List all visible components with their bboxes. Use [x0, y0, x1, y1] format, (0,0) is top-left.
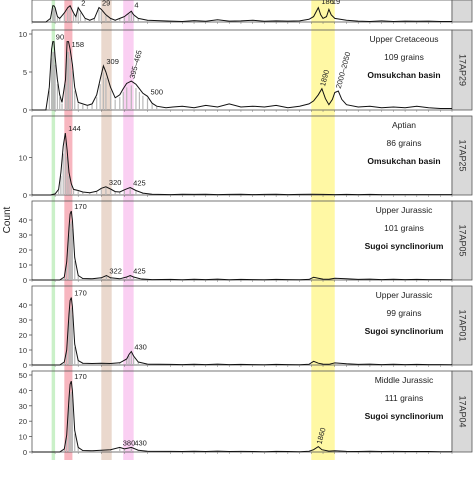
sample-id: 17AP01 — [458, 309, 468, 341]
y-tick-label: 40 — [19, 301, 27, 310]
peak-label: 500 — [151, 87, 164, 96]
grains-label: 109 grains — [384, 52, 424, 62]
sample-id: 17AP04 — [458, 395, 468, 427]
y-tick-label: 5 — [23, 68, 27, 77]
y-tick-label: 20 — [19, 331, 27, 340]
peak-label: 320 — [109, 178, 122, 187]
grains-label: 111 grains — [385, 393, 423, 403]
y-tick-label: 0 — [23, 276, 27, 285]
grains-label: 86 grains — [387, 138, 422, 148]
locality-label: Sugoi synclinorium — [365, 411, 444, 421]
y-tick-label: 0 — [23, 448, 27, 457]
peak-label: 2 — [81, 0, 85, 8]
peak-label: 380 — [123, 438, 136, 447]
pink-band — [123, 0, 134, 460]
y-tick-label: 10 — [19, 154, 27, 163]
peak-label: 425 — [133, 267, 146, 276]
age-label: Upper Jurassic — [376, 205, 433, 215]
y-tick-label: 20 — [19, 246, 27, 255]
peak-label: 1860 — [315, 427, 328, 445]
peak-label: 430 — [134, 343, 147, 352]
locality-label: Sugoi synclinorium — [365, 326, 444, 336]
density-curve — [32, 41, 452, 111]
peak-label: 1890 — [318, 69, 331, 87]
tan-band — [101, 0, 112, 460]
y-tick-label: 30 — [19, 316, 27, 325]
density-curve — [32, 133, 452, 196]
peak-label: 170 — [74, 202, 87, 211]
locality-label: Sugoi synclinorium — [365, 241, 444, 251]
y-tick-label: 50 — [19, 371, 27, 380]
peak-label: 430 — [134, 438, 147, 447]
peak-label: 4 — [134, 0, 138, 9]
peak-label: 309 — [106, 57, 119, 66]
age-label: Upper Jurassic — [376, 290, 433, 300]
peak-label: 322 — [109, 267, 122, 276]
y-tick-label: 0 — [23, 361, 27, 370]
sample-strip — [451, 29, 473, 111]
y-tick-label: 10 — [19, 346, 27, 355]
panel-17AP04: 17AP04 0 10 20 30 40 50 170 380 430 1860 Middle Jur… — [19, 370, 473, 457]
y-tick-label: 40 — [19, 216, 27, 225]
peak-label: 2000–2050 — [334, 51, 352, 90]
peak-label: 19 — [332, 0, 340, 6]
y-tick-label: 30 — [19, 231, 27, 240]
y-tick-label: 10 — [19, 30, 27, 39]
panel-17AP25: 17AP25 0 10 144 320 425 Aptian 86 grains Omsukch… — [19, 115, 473, 200]
y-tick-label: 0 — [23, 106, 27, 115]
sample-id: 17AP05 — [458, 224, 468, 256]
peak-label: 158 — [71, 40, 84, 49]
age-label: Aptian — [392, 120, 416, 130]
sample-strip — [451, 370, 473, 453]
panel-17AP05: 17AP05 0 10 20 30 40 170 322 425 Upper Jurassic 10… — [19, 200, 473, 285]
panel-frame — [31, 0, 453, 23]
sample-strip — [451, 200, 473, 281]
y-tick-label: 10 — [19, 261, 27, 270]
density-curve — [32, 210, 453, 281]
y-tick-label: 0 — [23, 191, 27, 200]
panel-17AP01: 17AP01 0 10 20 30 40 170 430 Upper Jurassic 99 gr… — [19, 285, 473, 370]
locality-label: Omsukchan basin — [367, 70, 440, 80]
y-axis-label: Count — [2, 206, 13, 233]
density-curve — [32, 5, 452, 23]
grains-label: 99 grains — [387, 308, 422, 318]
grains-label: 101 grains — [384, 223, 424, 233]
peak-label: 170 — [74, 372, 87, 381]
y-tick-label: 10 — [19, 433, 27, 442]
peak-label: 29 — [102, 0, 110, 8]
y-tick-label: 30 — [19, 402, 27, 411]
green-band — [51, 0, 56, 460]
age-label: Middle Jurassic — [375, 375, 434, 385]
sample-id: 17AP29 — [458, 54, 468, 86]
sample-strip — [451, 115, 473, 196]
sample-strip — [451, 0, 473, 23]
peak-label: 170 — [74, 289, 87, 298]
peak-label: 144 — [68, 124, 81, 133]
locality-label: Omsukchan basin — [367, 156, 440, 166]
peak-label: 425 — [133, 179, 146, 188]
y-tick-label: 40 — [19, 386, 27, 395]
yellow-band — [311, 0, 335, 460]
density-curve — [32, 381, 452, 453]
sample-strip — [451, 285, 473, 366]
y-tick-label: 20 — [19, 417, 27, 426]
sample-id: 17AP25 — [458, 139, 468, 171]
density-curve — [32, 297, 453, 366]
peak-label: 90 — [56, 33, 64, 42]
age-label: Upper Cretaceous — [370, 34, 439, 44]
peak-label: 186 — [321, 0, 334, 6]
